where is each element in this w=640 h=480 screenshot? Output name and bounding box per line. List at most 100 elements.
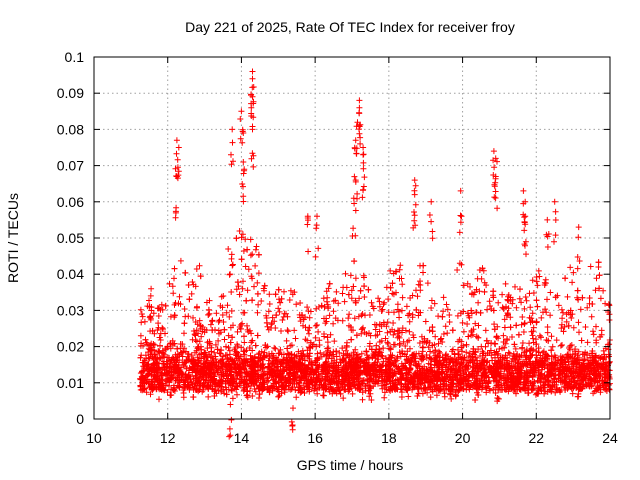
- data-point: [379, 373, 386, 380]
- data-point: [527, 319, 534, 326]
- data-point: [448, 365, 455, 372]
- data-point: [587, 376, 594, 383]
- data-point: [242, 236, 249, 243]
- data-point: [411, 381, 417, 388]
- data-point: [221, 326, 228, 333]
- data-point: [467, 354, 474, 361]
- data-point: [348, 287, 355, 294]
- data-point: [321, 377, 328, 384]
- data-point: [221, 336, 228, 343]
- data-point: [406, 328, 413, 335]
- data-point: [335, 385, 342, 392]
- data-point: [304, 337, 311, 344]
- data-point: [350, 327, 356, 334]
- data-point: [418, 356, 425, 363]
- data-point: [361, 283, 368, 290]
- data-point: [244, 368, 250, 375]
- data-point: [491, 340, 498, 347]
- data-point: [280, 363, 287, 370]
- data-point: [562, 387, 569, 393]
- data-point: [272, 345, 279, 352]
- data-point: [405, 393, 412, 400]
- data-point: [595, 259, 602, 266]
- data-point: [513, 322, 520, 329]
- data-point: [593, 373, 600, 380]
- data-point: [399, 307, 405, 314]
- data-point: [200, 360, 207, 367]
- data-point: [356, 295, 363, 302]
- data-point: [275, 286, 282, 293]
- data-point: [279, 317, 286, 323]
- data-point: [256, 391, 263, 398]
- data-point: [457, 372, 464, 379]
- data-point: [606, 317, 613, 323]
- data-point: [420, 344, 426, 351]
- data-point: [390, 372, 397, 379]
- data-point: [323, 361, 329, 368]
- data-point: [334, 317, 341, 324]
- data-point: [429, 388, 436, 395]
- data-point: [358, 330, 365, 337]
- data-point: [495, 299, 502, 306]
- data-point: [507, 294, 514, 301]
- data-point: [143, 389, 150, 396]
- data-point: [433, 386, 440, 393]
- data-point: [252, 262, 259, 269]
- data-point: [382, 384, 389, 391]
- data-point: [291, 369, 298, 376]
- data-point: [527, 352, 534, 359]
- data-point: [465, 333, 472, 340]
- data-point: [238, 344, 245, 351]
- data-point: [500, 339, 507, 345]
- data-point: [584, 304, 591, 311]
- data-point: [269, 314, 276, 321]
- data-point: [233, 286, 240, 293]
- data-point: [171, 265, 178, 272]
- data-point: [592, 287, 599, 294]
- data-point: [446, 319, 453, 325]
- data-point: [274, 358, 281, 365]
- data-point: [315, 328, 322, 335]
- data-point: [210, 369, 217, 376]
- data-point: [381, 394, 388, 401]
- data-point: [509, 334, 515, 340]
- data-point: [389, 280, 396, 287]
- data-point: [521, 321, 528, 327]
- data-point: [181, 306, 188, 312]
- data-point: [190, 376, 197, 382]
- data-point: [359, 396, 366, 403]
- data-point: [255, 367, 262, 374]
- data-point: [379, 378, 386, 385]
- data-point: [301, 375, 307, 382]
- data-point: [228, 255, 235, 262]
- data-point: [527, 304, 534, 311]
- data-point: [398, 381, 405, 388]
- data-point: [167, 345, 174, 352]
- data-point: [526, 314, 533, 321]
- data-point: [381, 299, 388, 306]
- data-point: [240, 248, 247, 254]
- data-point: [418, 381, 425, 387]
- data-point: [582, 324, 589, 330]
- data-point: [140, 363, 147, 370]
- data-point: [239, 285, 246, 292]
- data-point: [557, 342, 564, 349]
- data-point: [516, 386, 523, 392]
- data-point: [459, 379, 466, 385]
- data-point: [385, 309, 392, 316]
- data-point: [241, 365, 247, 372]
- data-point: [569, 390, 576, 397]
- data-point: [218, 293, 225, 300]
- data-point: [218, 357, 225, 364]
- data-point: [287, 386, 294, 393]
- data-point: [234, 328, 241, 335]
- data-point: [585, 360, 592, 367]
- data-point: [192, 332, 199, 339]
- data-point: [315, 304, 322, 310]
- data-point: [474, 357, 481, 364]
- data-point: [402, 343, 409, 349]
- data-point: [538, 314, 545, 321]
- data-point: [145, 361, 152, 368]
- data-point: [511, 355, 518, 362]
- data-point: [372, 332, 379, 339]
